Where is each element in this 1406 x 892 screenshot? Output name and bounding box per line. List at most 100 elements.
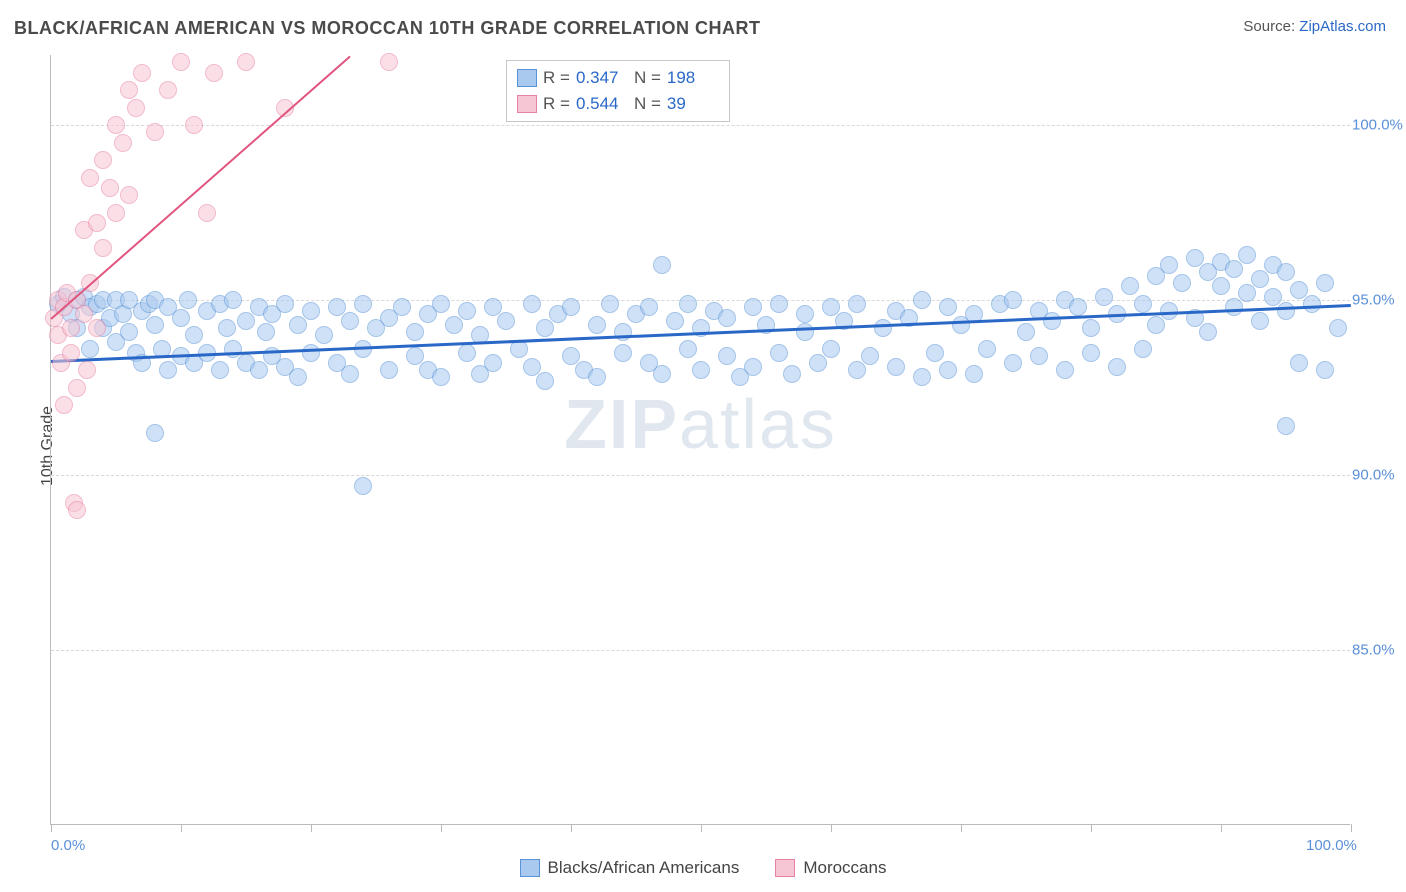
legend-bottom-label: Moroccans bbox=[803, 858, 886, 878]
data-point bbox=[146, 424, 164, 442]
grid-line bbox=[51, 125, 1350, 126]
data-point bbox=[81, 169, 99, 187]
data-point bbox=[718, 347, 736, 365]
legend-n-label: N = bbox=[634, 68, 661, 88]
data-point bbox=[250, 361, 268, 379]
data-point bbox=[1121, 277, 1139, 295]
data-point bbox=[770, 295, 788, 313]
data-point bbox=[1095, 288, 1113, 306]
legend-row: R = 0.347 N = 198 bbox=[517, 65, 719, 91]
chart-container: BLACK/AFRICAN AMERICAN VS MOROCCAN 10TH … bbox=[0, 0, 1406, 892]
data-point bbox=[185, 116, 203, 134]
y-tick-label: 90.0% bbox=[1352, 467, 1400, 484]
x-tick bbox=[181, 824, 182, 832]
legend-bottom: Blacks/African Americans Moroccans bbox=[0, 858, 1406, 882]
data-point bbox=[198, 204, 216, 222]
legend-row: R = 0.544 N = 39 bbox=[517, 91, 719, 117]
data-point bbox=[1290, 354, 1308, 372]
legend-swatch bbox=[517, 69, 537, 87]
data-point bbox=[978, 340, 996, 358]
legend-n-value: 198 bbox=[667, 68, 719, 88]
data-point bbox=[94, 239, 112, 257]
data-point bbox=[101, 179, 119, 197]
data-point bbox=[770, 344, 788, 362]
legend-n-value: 39 bbox=[667, 94, 719, 114]
source-value: ZipAtlas.com bbox=[1299, 18, 1386, 35]
data-point bbox=[783, 365, 801, 383]
data-point bbox=[1238, 246, 1256, 264]
data-point bbox=[62, 319, 80, 337]
data-point bbox=[159, 361, 177, 379]
x-tick bbox=[571, 824, 572, 832]
data-point bbox=[120, 81, 138, 99]
data-point bbox=[341, 365, 359, 383]
y-tick-label: 100.0% bbox=[1352, 117, 1400, 134]
data-point bbox=[822, 340, 840, 358]
data-point bbox=[1134, 295, 1152, 313]
watermark-rest: atlas bbox=[679, 385, 837, 463]
data-point bbox=[257, 323, 275, 341]
y-tick-label: 85.0% bbox=[1352, 642, 1400, 659]
x-tick bbox=[51, 824, 52, 832]
data-point bbox=[1082, 319, 1100, 337]
legend-r-label: R = bbox=[543, 68, 570, 88]
data-point bbox=[861, 347, 879, 365]
trend-line bbox=[50, 55, 350, 319]
data-point bbox=[218, 319, 236, 337]
data-point bbox=[133, 64, 151, 82]
data-point bbox=[1277, 302, 1295, 320]
data-point bbox=[1225, 298, 1243, 316]
data-point bbox=[458, 344, 476, 362]
data-point bbox=[1225, 260, 1243, 278]
data-point bbox=[1017, 323, 1035, 341]
plot-area: ZIPatlas 85.0%90.0%95.0%100.0%0.0%100.0%… bbox=[50, 55, 1350, 825]
data-point bbox=[1277, 263, 1295, 281]
data-point bbox=[913, 291, 931, 309]
data-point bbox=[1056, 361, 1074, 379]
data-point bbox=[744, 358, 762, 376]
data-point bbox=[341, 312, 359, 330]
data-point bbox=[205, 64, 223, 82]
data-point bbox=[536, 319, 554, 337]
data-point bbox=[458, 302, 476, 320]
data-point bbox=[926, 344, 944, 362]
data-point bbox=[809, 354, 827, 372]
data-point bbox=[55, 396, 73, 414]
source-label: Source: bbox=[1243, 18, 1295, 35]
data-point bbox=[432, 368, 450, 386]
x-tick-label: 100.0% bbox=[1306, 837, 1357, 854]
x-tick bbox=[1351, 824, 1352, 832]
data-point bbox=[679, 295, 697, 313]
x-tick bbox=[961, 824, 962, 832]
data-point bbox=[1108, 358, 1126, 376]
data-point bbox=[965, 365, 983, 383]
data-point bbox=[1329, 319, 1347, 337]
data-point bbox=[114, 134, 132, 152]
data-point bbox=[887, 358, 905, 376]
data-point bbox=[1303, 295, 1321, 313]
data-point bbox=[1160, 302, 1178, 320]
data-point bbox=[211, 361, 229, 379]
data-point bbox=[94, 151, 112, 169]
data-point bbox=[179, 291, 197, 309]
data-point bbox=[1147, 316, 1165, 334]
data-point bbox=[796, 323, 814, 341]
data-point bbox=[1173, 274, 1191, 292]
data-point bbox=[406, 323, 424, 341]
data-point bbox=[224, 291, 242, 309]
legend-top: R = 0.347 N = 198 R = 0.544 N = 39 bbox=[506, 60, 730, 122]
data-point bbox=[1212, 277, 1230, 295]
legend-bottom-item: Blacks/African Americans bbox=[520, 858, 740, 878]
data-point bbox=[1251, 270, 1269, 288]
legend-n-label: N = bbox=[634, 94, 661, 114]
grid-line bbox=[51, 300, 1350, 301]
data-point bbox=[62, 344, 80, 362]
data-point bbox=[1316, 274, 1334, 292]
legend-bottom-label: Blacks/African Americans bbox=[548, 858, 740, 878]
data-point bbox=[640, 298, 658, 316]
data-point bbox=[380, 53, 398, 71]
source-attribution: Source: ZipAtlas.com bbox=[1243, 18, 1386, 35]
data-point bbox=[848, 361, 866, 379]
data-point bbox=[939, 361, 957, 379]
data-point bbox=[692, 361, 710, 379]
